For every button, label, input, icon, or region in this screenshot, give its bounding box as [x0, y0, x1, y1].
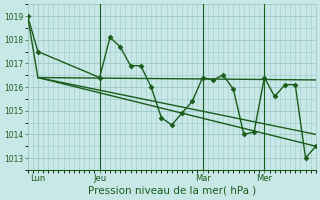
X-axis label: Pression niveau de la mer( hPa ): Pression niveau de la mer( hPa )	[88, 186, 256, 196]
